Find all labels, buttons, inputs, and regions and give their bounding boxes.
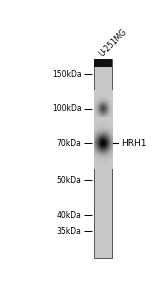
Text: HRH1: HRH1 bbox=[121, 139, 146, 148]
Text: 150kDa: 150kDa bbox=[52, 70, 82, 79]
Text: U-251MG: U-251MG bbox=[98, 27, 129, 58]
Text: 50kDa: 50kDa bbox=[57, 176, 82, 185]
Text: 40kDa: 40kDa bbox=[57, 211, 82, 220]
Text: 35kDa: 35kDa bbox=[57, 227, 82, 236]
Text: 100kDa: 100kDa bbox=[52, 104, 82, 113]
Text: 70kDa: 70kDa bbox=[57, 139, 82, 148]
FancyBboxPatch shape bbox=[94, 59, 112, 258]
FancyBboxPatch shape bbox=[94, 59, 112, 67]
